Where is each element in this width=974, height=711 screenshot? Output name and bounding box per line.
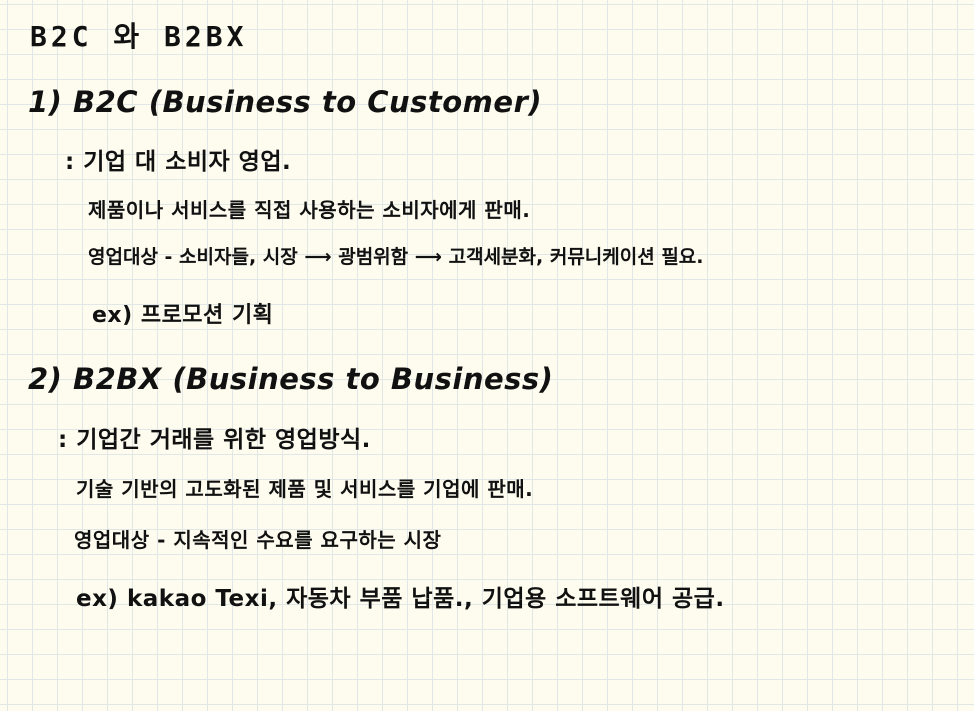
page-title: B2C 와 B2BX: [30, 20, 248, 53]
section2-heading: 2) B2BX (Business to Business): [28, 362, 554, 396]
section2-target: 영업대상 - 지속적인 수요를 요구하는 시장: [74, 528, 442, 552]
section1-target: 영업대상 - 소비자들, 시장 ⟶ 광범위함 ⟶ 고객세분화, 커뮤니케이션 필…: [88, 246, 704, 268]
section1-example: ex) 프로모션 기획: [92, 303, 274, 328]
section2-definition: : 기업간 거래를 위한 영업방식.: [58, 427, 371, 453]
section1-description: 제품이나 서비스를 직접 사용하는 소비자에게 판매.: [88, 198, 531, 222]
section1-heading: 1) B2C (Business to Customer): [28, 85, 543, 119]
section2-example: ex) kakao Texi, 자동차 부품 납품., 기업용 소프트웨어 공급…: [76, 586, 725, 612]
section2-description: 기술 기반의 고도화된 제품 및 서비스를 기업에 판매.: [76, 477, 534, 501]
section1-definition: : 기업 대 소비자 영업.: [65, 149, 292, 175]
